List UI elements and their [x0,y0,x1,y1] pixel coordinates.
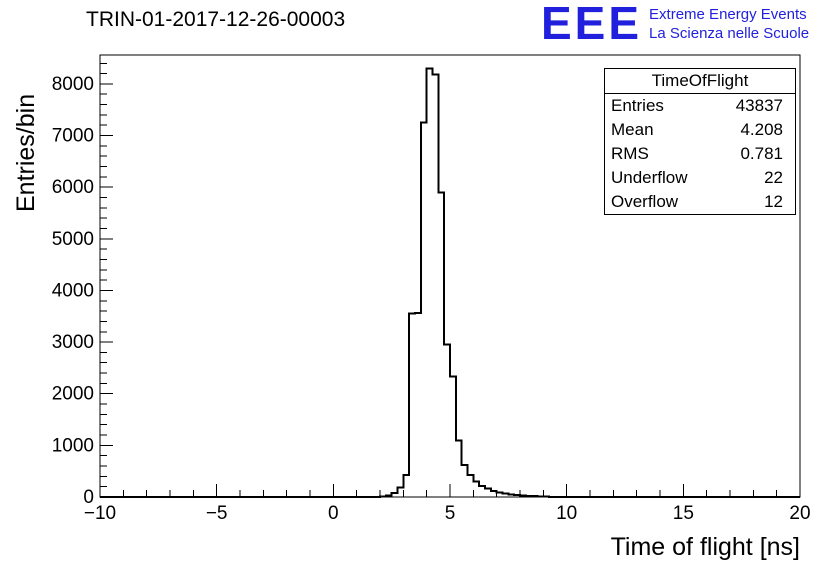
y-tick-label: 5000 [52,229,94,250]
y-tick-label: 8000 [52,74,94,95]
y-tick-labels: 0 1000 2000 3000 4000 5000 6000 7000 8000 [52,74,94,508]
x-tick-label: 15 [673,503,694,524]
y-tick-label: 4000 [52,280,94,301]
eee-logo: EEE Extreme Energy Events La Scienza nel… [541,0,809,46]
stats-value: 22 [764,168,783,187]
plot-title: TRIN-01-2017-12-26-00003 [86,8,346,31]
stats-row-entries: Entries 43837 [605,94,795,118]
stats-label: RMS [611,144,649,163]
y-axis-title: Entries/bin [12,93,40,212]
x-axis-title: Time of flight [ns] [610,533,800,561]
stats-label: Underflow [611,168,688,187]
y-tick-label: 7000 [52,126,94,147]
stats-row-underflow: Underflow 22 [605,166,795,190]
histogram-line [100,67,800,498]
eee-logo-captions: Extreme Energy Events La Scienza nelle S… [649,5,809,43]
stats-box: TimeOfFlight Entries 43837 Mean 4.208 RM… [604,68,796,215]
stats-value: 43837 [735,96,783,115]
y-tick-label: 0 [83,487,94,508]
x-tick-label: 10 [556,503,577,524]
stats-value: 12 [764,192,783,211]
eee-logo-text: EEE [541,0,643,49]
x-tick-label: 20 [789,503,810,524]
stats-box-title: TimeOfFlight [605,69,795,94]
stats-label: Entries [611,96,664,115]
x-tick-label: −10 [84,503,116,524]
eee-logo-caption-line2: La Scienza nelle Scuole [649,25,810,42]
stats-label: Overflow [611,192,679,211]
x-tick-label: 5 [445,503,456,524]
y-tick-label: 1000 [52,435,94,456]
stats-row-mean: Mean 4.208 [605,118,795,142]
x-tick-label: 0 [328,503,339,524]
x-tick-labels: −10 −5 0 5 10 15 20 [84,503,811,524]
stats-label: Mean [611,120,654,139]
stats-value: 4.208 [740,120,783,139]
y-tick-label: 3000 [52,332,94,353]
y-tick-label: 2000 [52,384,94,405]
y-tick-label: 6000 [52,177,94,198]
x-tick-label: −5 [206,503,228,524]
stats-row-overflow: Overflow 12 [605,190,795,214]
axis-ticks [99,62,801,498]
stats-value: 0.781 [740,144,783,163]
stats-row-rms: RMS 0.781 [605,142,795,166]
eee-logo-caption-line1: Extreme Energy Events [649,6,807,23]
